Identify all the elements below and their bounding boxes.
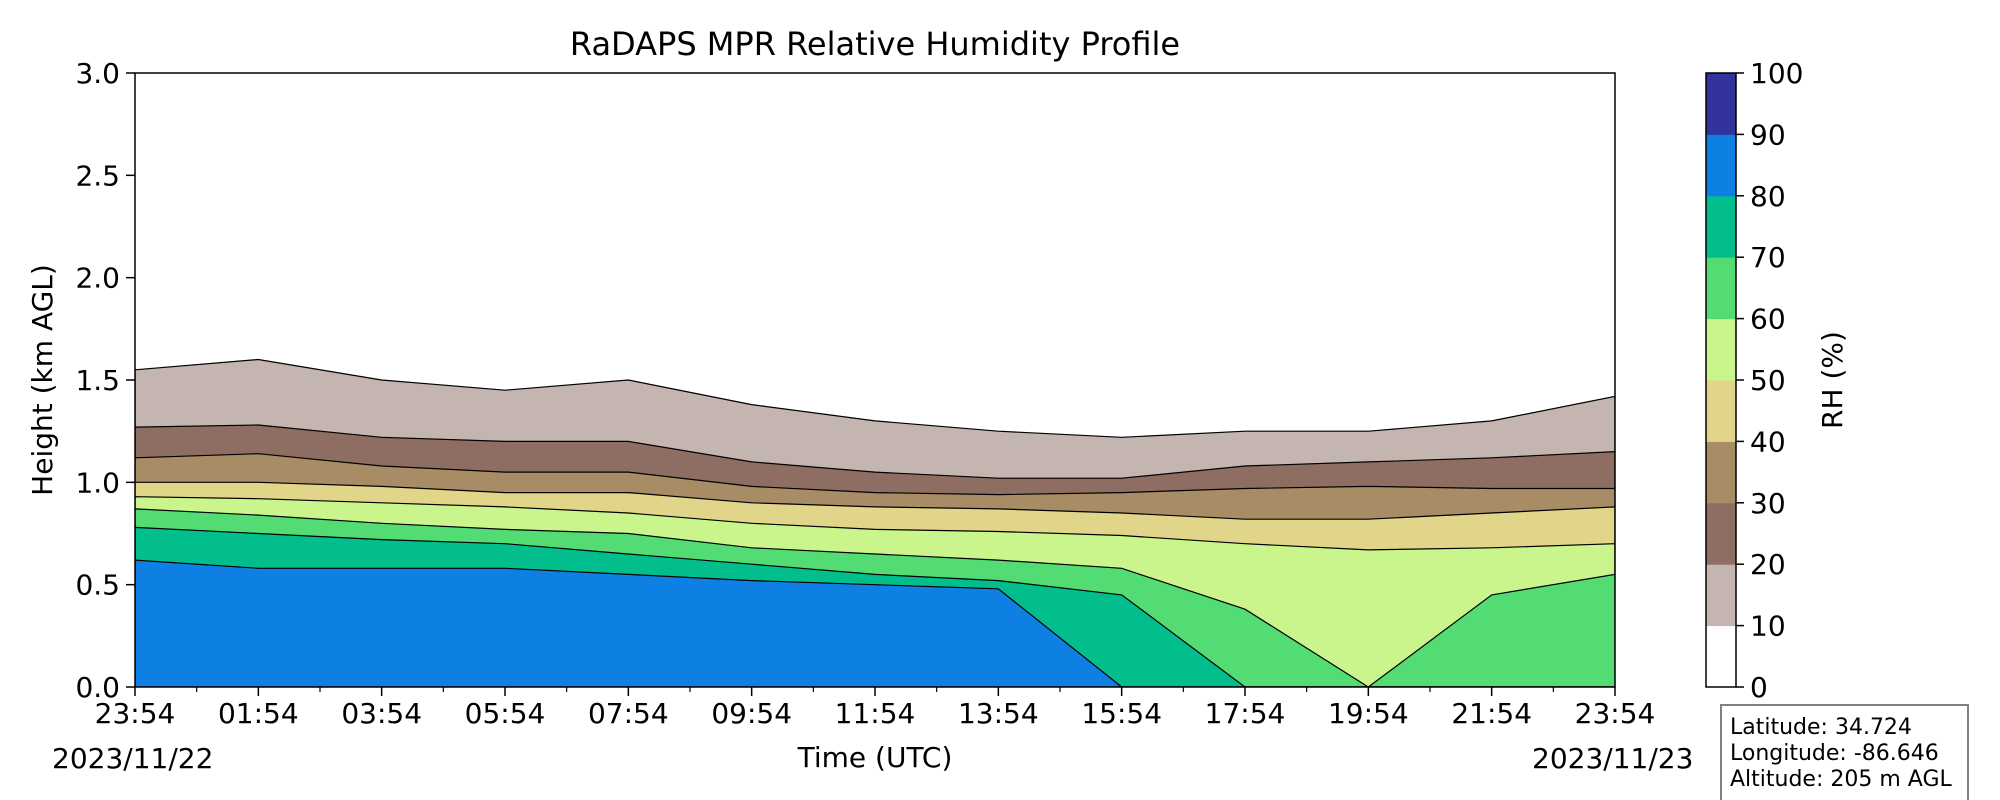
x-tick-label: 11:54 xyxy=(835,697,916,730)
colorbar-segment xyxy=(1706,257,1736,320)
colorbar-tick-label: 70 xyxy=(1750,241,1786,274)
x-axis-label: Time (UTC) xyxy=(797,741,953,774)
colorbar-segment xyxy=(1706,318,1736,381)
x-tick-label: 07:54 xyxy=(588,697,669,730)
colorbar-segment xyxy=(1706,134,1736,197)
colorbar-tick-label: 80 xyxy=(1750,180,1786,213)
colorbar: 0 10 20 30 40 50 60 70 80 90 100 xyxy=(1705,57,1803,704)
x-tick-label: 23:54 xyxy=(95,697,176,730)
y-axis-label: Height (km AGL) xyxy=(26,264,59,496)
y-tick-label: 2.0 xyxy=(75,262,120,295)
station-info-box: Latitude: 34.724 Longitude: -86.646 Alti… xyxy=(1720,704,1969,800)
chart-title: RaDAPS MPR Relative Humidity Profile xyxy=(570,25,1180,63)
colorbar-tick-label: 90 xyxy=(1750,118,1786,151)
colorbar-segment xyxy=(1706,441,1736,504)
colorbar-tick-label: 100 xyxy=(1750,57,1803,90)
x-tick-label: 09:54 xyxy=(711,697,792,730)
y-tick-label: 1.0 xyxy=(75,466,120,499)
colorbar-segment xyxy=(1706,195,1736,258)
colorbar-label: RH (%) xyxy=(1816,331,1849,429)
x-tick-label: 21:54 xyxy=(1451,697,1532,730)
x-tick-label: 13:54 xyxy=(958,697,1039,730)
latitude-label: Latitude: 34.724 xyxy=(1730,715,1912,740)
x-tick-label: 19:54 xyxy=(1328,697,1409,730)
colorbar-segment xyxy=(1706,625,1736,688)
y-tick-label: 0.0 xyxy=(75,671,120,704)
colorbar-tick-label: 50 xyxy=(1750,364,1786,397)
colorbar-tick-label: 30 xyxy=(1750,487,1786,520)
y-tick-label: 0.5 xyxy=(75,569,120,602)
x-date-end: 2023/11/23 xyxy=(1532,742,1693,775)
colorbar-tick-label: 20 xyxy=(1750,548,1786,581)
contour-bands xyxy=(135,358,1615,687)
longitude-label: Longitude: -86.646 xyxy=(1730,741,1939,766)
contour-band-rh-80 xyxy=(135,559,1615,687)
x-date-start: 2023/11/22 xyxy=(52,742,213,775)
colorbar-tick-label: 60 xyxy=(1750,303,1786,336)
colorbar-segment xyxy=(1706,564,1736,627)
x-tick-label: 17:54 xyxy=(1205,697,1286,730)
colorbar-tick-label: 0 xyxy=(1750,671,1768,704)
x-tick-label: 23:54 xyxy=(1575,697,1656,730)
altitude-label: Altitude: 205 m AGL xyxy=(1730,767,1952,792)
colorbar-tick-label: 10 xyxy=(1750,610,1786,643)
colorbar-tick-label: 40 xyxy=(1750,425,1786,458)
x-tick-label: 15:54 xyxy=(1081,697,1162,730)
x-tick-label: 05:54 xyxy=(465,697,546,730)
y-axis: 0.0 0.5 1.0 1.5 2.0 2.5 3.0 xyxy=(75,57,135,704)
y-tick-label: 2.5 xyxy=(75,159,120,192)
y-tick-label: 3.0 xyxy=(75,57,120,90)
y-tick-label: 1.5 xyxy=(75,364,120,397)
x-axis: 23:54 01:54 03:54 05:54 07:54 09:54 11:54 13:54… xyxy=(95,687,1656,730)
colorbar-segment xyxy=(1706,73,1736,135)
colorbar-segment xyxy=(1706,502,1736,565)
colorbar-segment xyxy=(1706,380,1736,442)
x-tick-label: 03:54 xyxy=(341,697,422,730)
x-tick-label: 01:54 xyxy=(218,697,299,730)
